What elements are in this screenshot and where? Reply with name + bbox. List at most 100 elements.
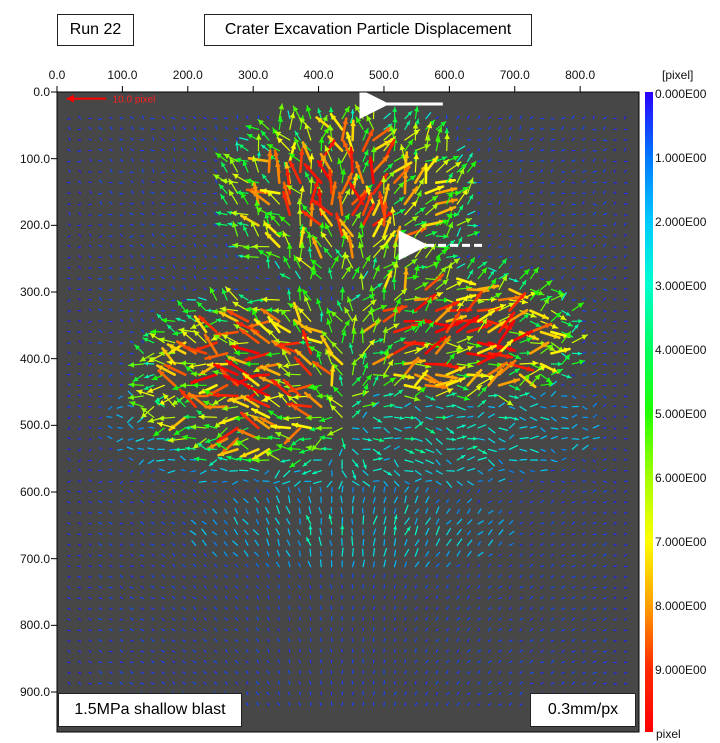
displacement-vector	[372, 649, 375, 653]
displacement-vector	[108, 575, 113, 578]
displacement-vector	[108, 235, 113, 238]
displacement-vector	[129, 628, 134, 632]
displacement-vector	[477, 530, 484, 536]
displacement-vector	[351, 327, 357, 344]
displacement-vector	[613, 148, 617, 152]
displacement-vector	[98, 329, 103, 333]
displacement-vector	[519, 213, 523, 216]
displacement-vector	[213, 681, 218, 685]
displacement-vector	[435, 248, 448, 258]
displacement-vector	[561, 383, 565, 386]
displacement-vector	[109, 564, 113, 568]
displacement-vector	[214, 147, 218, 152]
displacement-vector	[140, 638, 144, 642]
displacement-vector	[592, 181, 597, 184]
displacement-vector	[214, 243, 218, 248]
displacement-vector	[211, 531, 218, 536]
displacement-vector	[330, 310, 343, 322]
x-tick-label: 700.0	[499, 68, 530, 82]
displacement-vector	[109, 340, 113, 344]
displacement-vector	[340, 524, 345, 536]
displacement-vector	[550, 416, 557, 422]
displacement-vector	[245, 563, 249, 568]
displacement-vector	[571, 203, 576, 206]
displacement-vector	[301, 204, 312, 216]
displacement-vector	[393, 427, 402, 432]
displacement-vector	[424, 335, 447, 355]
displacement-vector	[150, 149, 155, 152]
x-tick-label: 0.0	[48, 68, 66, 82]
displacement-vector	[203, 116, 207, 120]
displacement-vector	[88, 650, 92, 653]
displacement-vector	[592, 436, 600, 440]
displacement-vector	[130, 532, 134, 536]
displacement-vector	[266, 149, 273, 174]
displacement-vector	[267, 617, 270, 621]
displacement-vector	[393, 181, 405, 194]
displacement-vector	[519, 360, 539, 367]
displacement-vector	[624, 586, 628, 589]
displacement-vector	[161, 628, 165, 632]
displacement-vector	[67, 575, 71, 578]
displacement-vector	[193, 617, 197, 621]
displacement-vector	[119, 574, 123, 578]
displacement-vector	[286, 287, 291, 290]
plot-area	[57, 92, 639, 732]
displacement-vector	[233, 350, 249, 356]
displacement-vector	[338, 375, 343, 386]
displacement-vector	[191, 382, 207, 389]
displacement-vector	[477, 448, 488, 455]
displacement-vector	[550, 607, 555, 610]
displacement-vector	[487, 147, 491, 152]
displacement-vector	[456, 447, 464, 450]
displacement-vector	[404, 504, 409, 514]
displacement-vector	[265, 506, 270, 514]
displacement-vector	[280, 308, 291, 322]
displacement-vector	[477, 191, 481, 194]
displacement-vector	[98, 287, 103, 290]
displacement-vector	[240, 192, 249, 205]
displacement-vector	[150, 287, 155, 290]
displacement-vector	[529, 147, 534, 152]
displacement-vector	[246, 691, 249, 696]
displacement-vector	[127, 390, 134, 397]
displacement-vector	[383, 458, 390, 461]
displacement-vector	[519, 543, 523, 546]
displacement-vector	[250, 220, 260, 237]
displacement-vector	[624, 490, 628, 493]
displacement-vector	[235, 660, 239, 664]
displacement-vector	[140, 607, 144, 610]
displacement-vector	[603, 565, 607, 568]
displacement-vector	[498, 649, 502, 653]
displacement-vector	[187, 392, 208, 408]
displacement-vector	[119, 470, 123, 472]
displacement-vector	[498, 574, 502, 578]
run-label: Run 22	[57, 14, 134, 46]
displacement-vector	[277, 691, 280, 696]
displacement-vector	[519, 479, 524, 482]
displacement-vector	[613, 480, 617, 484]
displacement-vector	[508, 618, 513, 621]
displacement-vector	[456, 406, 466, 411]
displacement-vector	[255, 585, 260, 589]
displacement-vector	[582, 586, 587, 589]
displacement-vector	[592, 115, 595, 120]
displacement-vector	[140, 500, 144, 504]
displacement-vector	[150, 310, 155, 313]
displacement-vector	[456, 373, 470, 379]
displacement-vector	[351, 359, 357, 376]
displacement-vector	[78, 255, 82, 258]
displacement-vector	[592, 512, 597, 514]
displacement-vector	[67, 607, 71, 610]
displacement-vector	[319, 605, 322, 610]
displacement-vector	[225, 147, 228, 152]
displacement-vector	[362, 427, 369, 434]
displacement-vector	[383, 349, 390, 365]
displacement-vector	[425, 416, 434, 421]
displacement-vector	[383, 659, 386, 664]
displacement-vector	[224, 575, 228, 578]
displacement-vector	[561, 554, 565, 557]
displacement-vector	[487, 529, 493, 536]
displacement-vector	[383, 547, 388, 557]
displacement-vector	[309, 649, 312, 653]
